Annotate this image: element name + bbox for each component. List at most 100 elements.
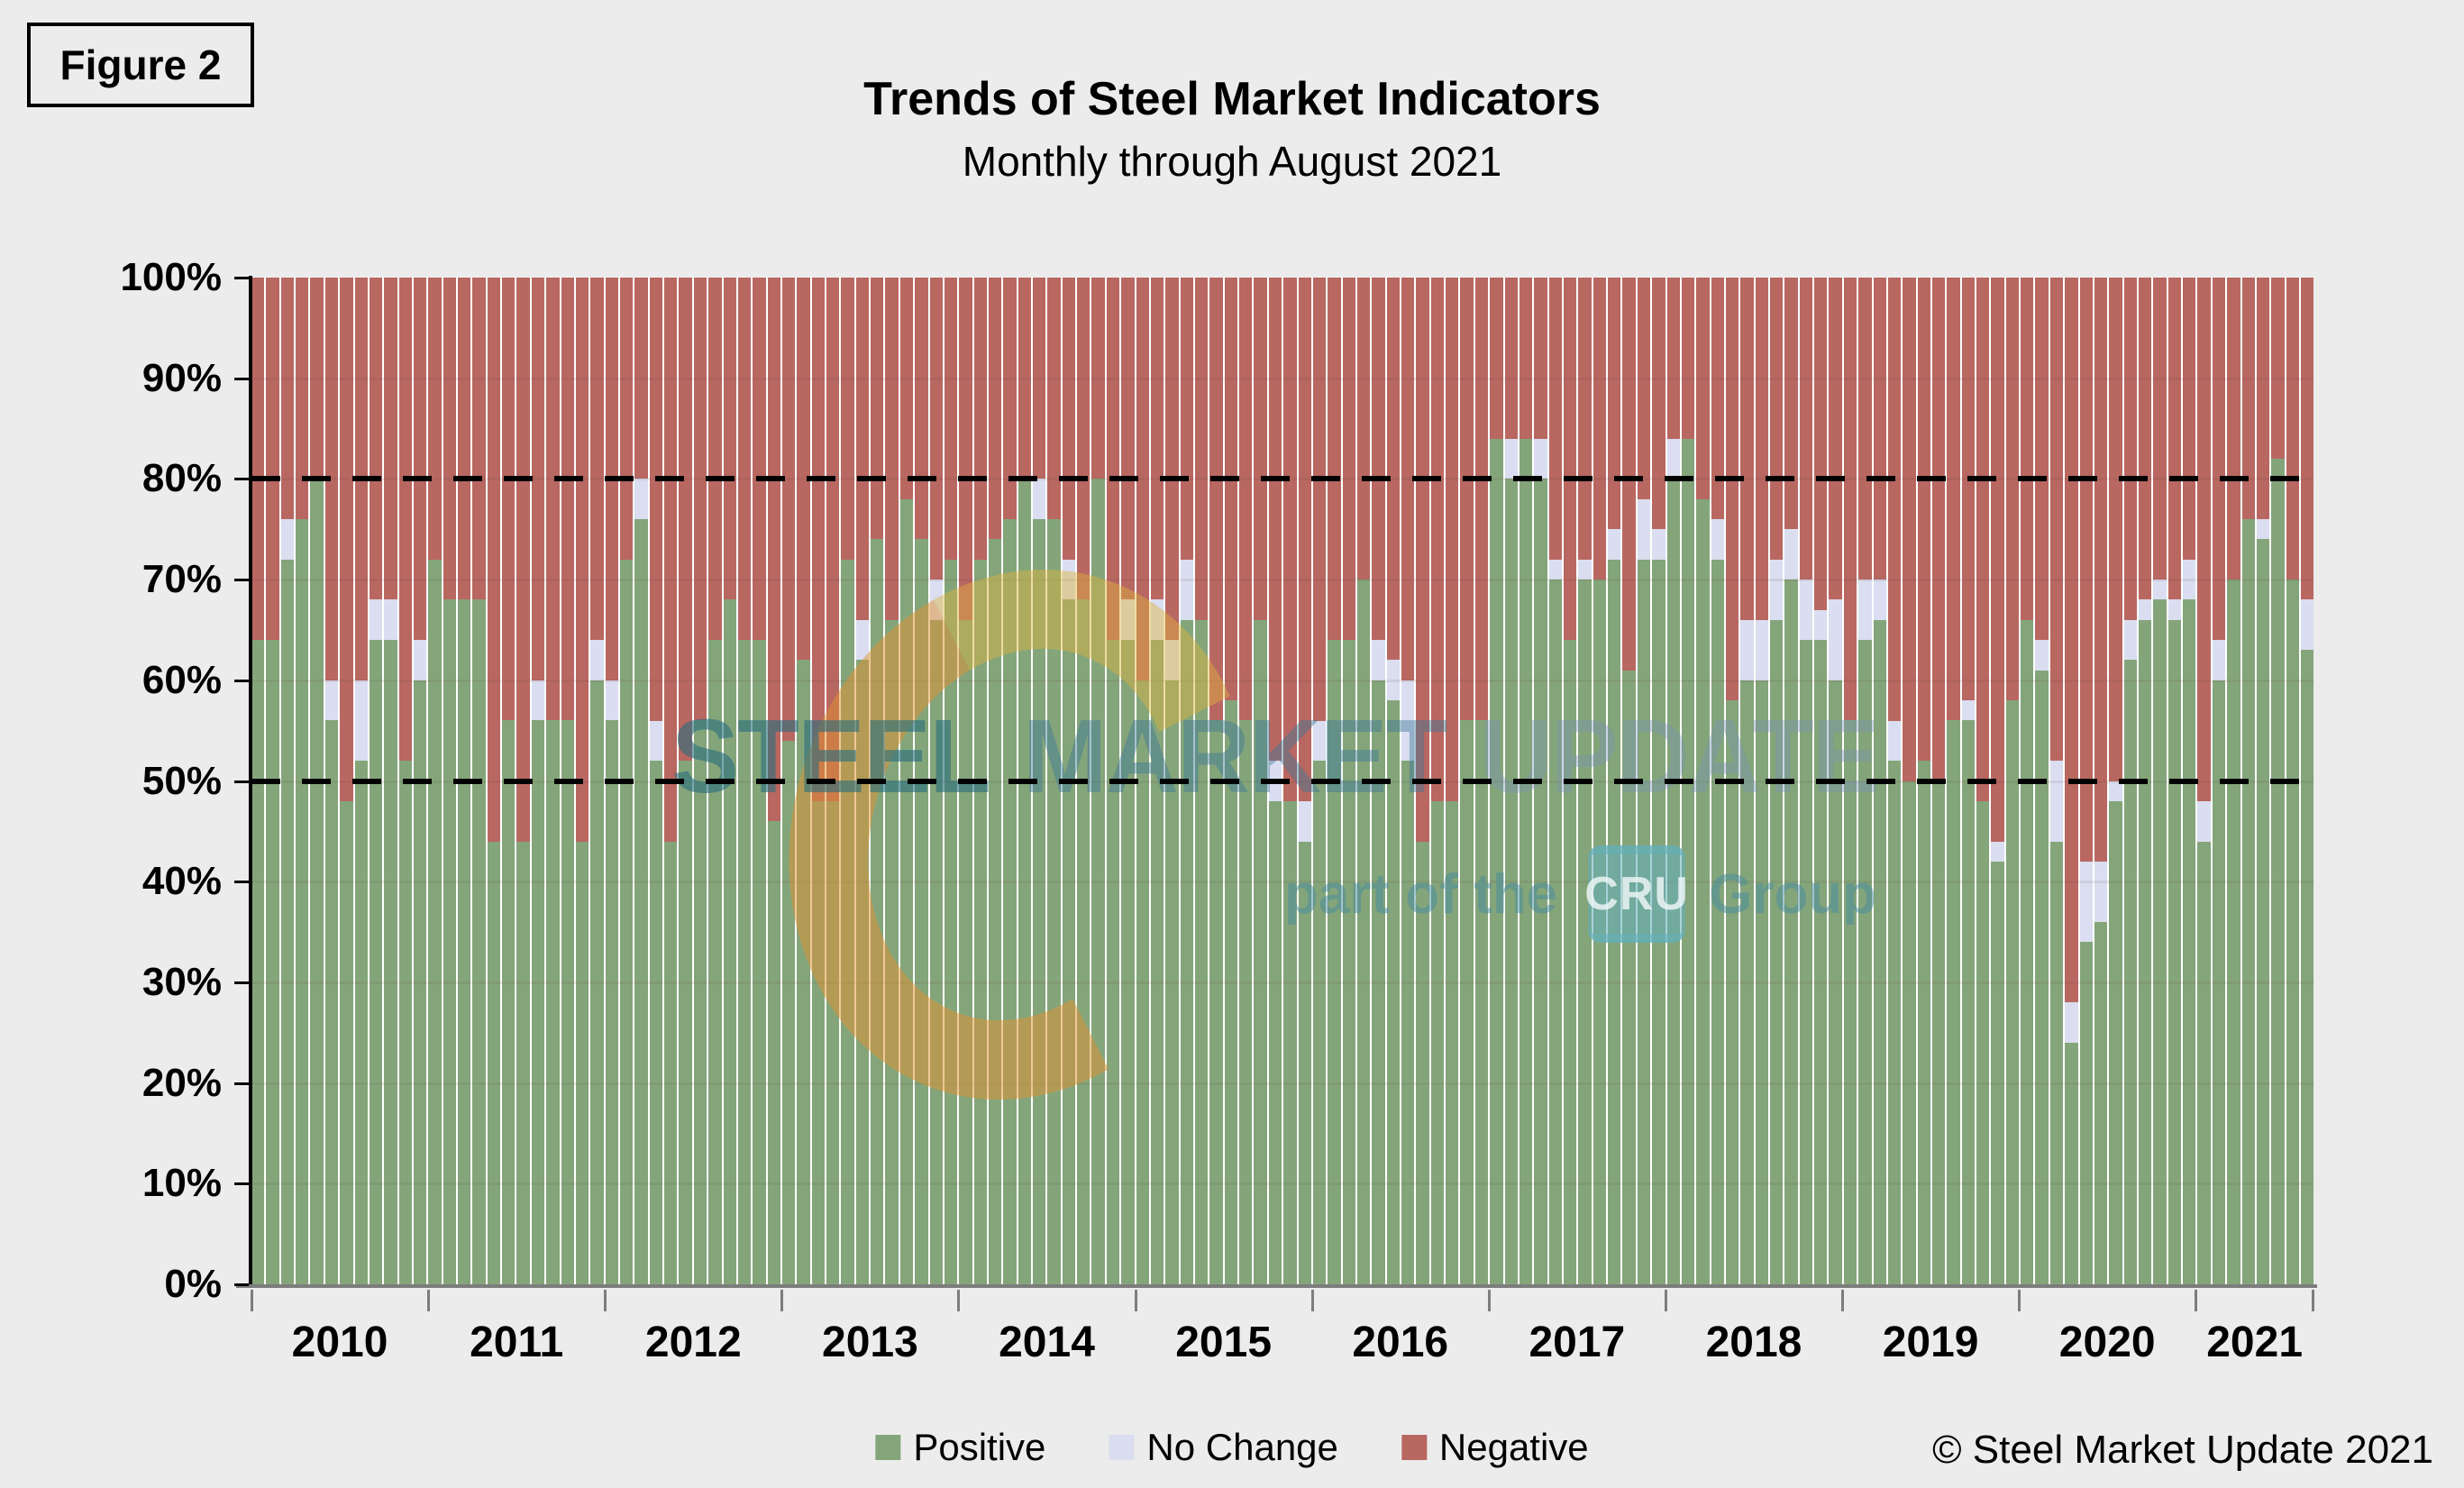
negative-segment bbox=[1991, 278, 2004, 842]
bar-month bbox=[266, 278, 279, 1284]
negative-segment bbox=[1608, 278, 1621, 530]
bar-month bbox=[1770, 278, 1784, 1284]
bar-month bbox=[1062, 278, 1076, 1284]
positive-segment bbox=[1931, 781, 1946, 1284]
positive-segment bbox=[516, 841, 530, 1284]
bar-month bbox=[1681, 278, 1695, 1284]
negative-segment bbox=[2271, 278, 2285, 460]
x-year-label-2018: 2018 bbox=[1705, 1319, 1802, 1366]
positive-segment bbox=[811, 800, 826, 1284]
positive-segment bbox=[2139, 619, 2152, 1284]
bar-month bbox=[2212, 278, 2226, 1284]
positive-segment bbox=[1784, 580, 1798, 1284]
positive-segment bbox=[324, 720, 339, 1284]
bar-month bbox=[324, 278, 339, 1284]
nochange-segment bbox=[1784, 529, 1798, 580]
nochange-segment bbox=[2212, 640, 2226, 680]
bar-month bbox=[2183, 278, 2196, 1284]
positive-segment bbox=[664, 841, 678, 1284]
bar-month bbox=[1446, 278, 1459, 1284]
negative-segment bbox=[251, 278, 265, 641]
nochange-swatch-icon bbox=[1109, 1435, 1135, 1460]
positive-segment bbox=[959, 619, 972, 1284]
positive-segment bbox=[575, 841, 589, 1284]
nochange-segment bbox=[1386, 660, 1401, 701]
negative-segment bbox=[2079, 278, 2093, 862]
nochange-segment bbox=[2139, 599, 2152, 620]
y-tick-10 bbox=[234, 1182, 249, 1186]
positive-segment bbox=[2183, 599, 2196, 1284]
negative-segment bbox=[781, 278, 796, 741]
x-year-label-2016: 2016 bbox=[1352, 1319, 1449, 1366]
y-tick-30 bbox=[234, 981, 249, 984]
positive-segment bbox=[1474, 720, 1489, 1284]
positive-segment bbox=[1298, 841, 1311, 1284]
x-year-label-2011: 2011 bbox=[470, 1319, 564, 1366]
positive-segment bbox=[737, 640, 752, 1284]
negative-segment bbox=[1652, 278, 1665, 530]
negative-segment bbox=[737, 278, 752, 641]
y-tick-label-70: 70% bbox=[141, 557, 222, 602]
positive-segment bbox=[885, 619, 899, 1284]
negative-segment bbox=[1903, 278, 1916, 781]
positive-segment bbox=[487, 841, 501, 1284]
positive-segment bbox=[753, 640, 766, 1284]
positive-segment bbox=[1578, 580, 1592, 1284]
bar-month bbox=[693, 278, 707, 1284]
positive-segment bbox=[2049, 841, 2064, 1284]
negative-segment bbox=[1003, 278, 1017, 520]
bar-month bbox=[1755, 278, 1769, 1284]
nochange-segment bbox=[1121, 599, 1135, 641]
positive-segment bbox=[1652, 559, 1665, 1284]
nochange-segment bbox=[1755, 619, 1769, 680]
nochange-segment bbox=[2065, 1002, 2078, 1043]
positive-segment bbox=[619, 559, 634, 1284]
positive-segment bbox=[781, 740, 796, 1284]
negative-segment bbox=[1681, 278, 1695, 439]
negative-segment bbox=[1917, 278, 1930, 762]
positive-segment bbox=[1504, 479, 1518, 1284]
bar-month bbox=[340, 278, 353, 1284]
negative-segment bbox=[723, 278, 736, 600]
bar-month bbox=[561, 278, 574, 1284]
bar-month bbox=[502, 278, 516, 1284]
bar-month bbox=[2271, 278, 2285, 1284]
bar-month bbox=[2300, 278, 2314, 1284]
bar-month bbox=[944, 278, 958, 1284]
y-tick-50 bbox=[234, 780, 249, 783]
positive-segment bbox=[1342, 640, 1355, 1284]
bar-month bbox=[398, 278, 412, 1284]
bar-month bbox=[2153, 278, 2167, 1284]
x-boundary-tick-2021 bbox=[2195, 1290, 2198, 1311]
bar-month bbox=[384, 278, 397, 1284]
bar-month bbox=[251, 278, 265, 1284]
nochange-segment bbox=[1858, 580, 1872, 641]
nochange-segment bbox=[1991, 841, 2004, 862]
nochange-segment bbox=[2153, 580, 2167, 600]
positive-segment bbox=[1165, 680, 1179, 1284]
negative-segment bbox=[871, 278, 884, 540]
nochange-segment bbox=[1401, 680, 1415, 762]
nochange-segment bbox=[413, 640, 427, 680]
positive-segment bbox=[1283, 800, 1297, 1284]
negative-segment bbox=[1784, 278, 1798, 530]
positive-segment bbox=[634, 519, 648, 1284]
bar-month bbox=[649, 278, 663, 1284]
positive-segment bbox=[1401, 761, 1415, 1284]
negative-segment bbox=[1460, 278, 1474, 721]
positive-segment bbox=[723, 599, 736, 1284]
negative-segment bbox=[561, 278, 574, 721]
negative-segment bbox=[1770, 278, 1784, 560]
positive-segment bbox=[296, 519, 309, 1284]
bar-month bbox=[1047, 278, 1061, 1284]
x-boundary-tick-end bbox=[2312, 1290, 2314, 1311]
nochange-segment bbox=[2049, 761, 2064, 842]
negative-segment bbox=[1372, 278, 1385, 641]
negative-segment bbox=[1578, 278, 1592, 560]
x-year-label-2020: 2020 bbox=[2058, 1319, 2156, 1366]
positive-segment bbox=[2227, 580, 2240, 1284]
negative-segment bbox=[811, 278, 826, 801]
x-boundary-tick-2020 bbox=[2018, 1290, 2021, 1311]
positive-segment bbox=[679, 761, 692, 1284]
x-boundary-tick-2011 bbox=[427, 1290, 431, 1311]
